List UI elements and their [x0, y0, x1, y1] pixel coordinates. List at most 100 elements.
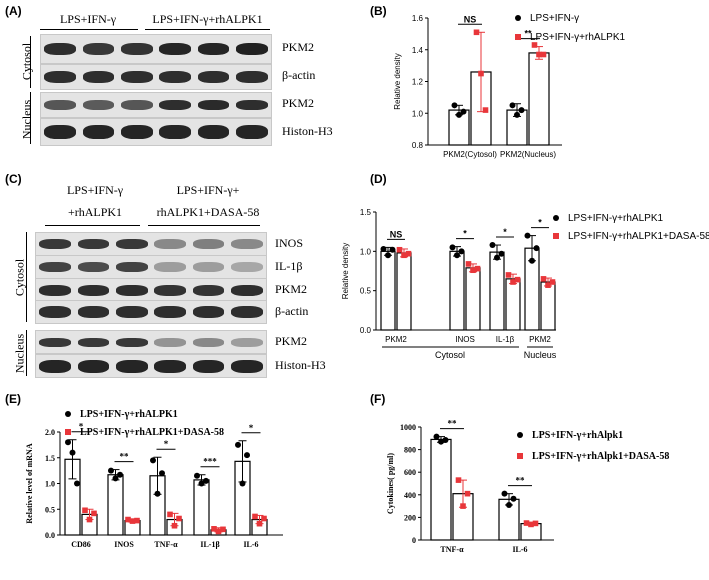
y-tick-label-e: 2.0 — [45, 428, 55, 437]
point-f — [438, 438, 444, 445]
point-b — [518, 107, 525, 114]
point-b — [460, 108, 467, 115]
blot-band — [197, 125, 230, 139]
point-f — [464, 490, 471, 497]
point-b — [531, 42, 538, 48]
legend-marker-b — [515, 15, 521, 21]
blot-band — [236, 71, 268, 83]
blot-c-label-inos: INOS — [275, 236, 304, 250]
y-tick-label-f: 200 — [404, 513, 416, 522]
y-tick-label-d: 0.0 — [360, 326, 372, 335]
point-b — [451, 102, 458, 109]
blot-band — [44, 100, 76, 110]
blot-band — [39, 262, 71, 272]
blot-band — [192, 284, 225, 296]
blot-band — [121, 125, 153, 139]
category-label-d: IL-1β — [496, 335, 515, 344]
blot-band — [197, 71, 230, 83]
point-f — [510, 495, 517, 502]
blot-c-group2-line2: rhALPK1+DASA-58 — [156, 205, 260, 219]
y-tick-label-f: 800 — [404, 446, 416, 455]
point-f — [501, 490, 508, 497]
category-label-b: PKM2(Cytosol) — [443, 150, 497, 159]
point-e — [86, 516, 93, 523]
blot-a-row-actin — [40, 64, 272, 90]
blot-c-group2-line1: LPS+IFN-γ+ — [176, 183, 240, 197]
significance-label-d: * — [463, 229, 467, 239]
blot-a-label-actin: β-actin — [282, 68, 316, 82]
blot-band — [154, 359, 186, 373]
legend-label-f: LPS+IFN-γ+rhAlpk1 — [532, 430, 623, 441]
bar-d — [380, 250, 396, 331]
significance-label-d: NS — [390, 229, 403, 239]
blot-a-nucleus-bracket — [30, 92, 31, 144]
significance-label-f: ** — [448, 419, 458, 429]
blot-c-label-il1b: IL-1β — [275, 259, 303, 273]
point-b — [536, 51, 542, 58]
point-f — [506, 501, 512, 508]
point-e — [198, 480, 205, 487]
y-tick-label-e: 1.0 — [45, 480, 55, 489]
point-e — [220, 526, 226, 533]
point-e — [211, 526, 217, 532]
significance-label-b: NS — [464, 14, 477, 24]
point-b — [478, 70, 484, 77]
point-e — [69, 449, 76, 456]
blot-band — [39, 239, 71, 249]
bar-b — [528, 52, 550, 146]
blot-c-cytosol-bracket — [26, 232, 27, 322]
point-f — [460, 503, 466, 509]
blot-c-nucleus-bracket — [26, 330, 27, 376]
legend-label-e: LPS+IFN-γ+rhALPK1 — [80, 409, 178, 420]
point-d — [514, 276, 521, 283]
blot-c-label-histon: Histon-H3 — [275, 358, 326, 372]
blot-band — [192, 306, 225, 318]
blot-band — [77, 306, 110, 318]
point-b — [509, 102, 516, 109]
point-e — [154, 490, 161, 497]
blot-a-cytosol-bracket — [30, 36, 31, 88]
point-e — [256, 520, 263, 527]
point-e — [82, 507, 88, 514]
point-e — [194, 472, 200, 479]
point-e — [91, 510, 97, 517]
point-e — [244, 452, 250, 459]
point-e — [117, 471, 123, 478]
blot-c-label-pkm2: PKM2 — [275, 282, 308, 296]
blot-band — [77, 284, 110, 296]
point-e — [235, 441, 241, 448]
blot-band — [39, 306, 71, 318]
blot-band — [44, 43, 76, 55]
point-d — [489, 242, 496, 249]
blot-band — [159, 125, 191, 139]
point-e — [74, 480, 80, 487]
y-tick-label-b: 1.0 — [412, 109, 424, 118]
significance-label-f: ** — [516, 476, 526, 486]
blot-band — [231, 239, 263, 249]
point-b — [473, 29, 480, 36]
point-b — [482, 107, 489, 113]
category-label-f: TNF-α — [440, 545, 464, 554]
point-f — [433, 433, 440, 440]
blot-band — [116, 359, 148, 373]
point-d — [474, 265, 481, 272]
point-e — [203, 477, 209, 484]
blot-c-row-actin — [35, 300, 267, 324]
blot-a-row-pkm2-nucleus — [40, 92, 272, 118]
point-b — [456, 111, 462, 118]
category-label-e: CD86 — [71, 540, 91, 549]
point-d — [510, 279, 516, 285]
blot-band — [231, 337, 263, 347]
category-label-e: IL-6 — [243, 540, 258, 549]
blot-band — [116, 262, 148, 272]
blot-band — [116, 284, 148, 296]
blot-a-group1-label: LPS+IFN-γ — [59, 12, 117, 26]
significance-label-e: * — [249, 423, 254, 433]
bar-e — [193, 479, 210, 536]
legend-marker-f — [517, 432, 523, 438]
blot-c-row-histon — [35, 354, 267, 378]
blot-c-group1-line — [45, 225, 140, 226]
blot-band — [197, 100, 230, 110]
blot-band — [192, 337, 225, 347]
